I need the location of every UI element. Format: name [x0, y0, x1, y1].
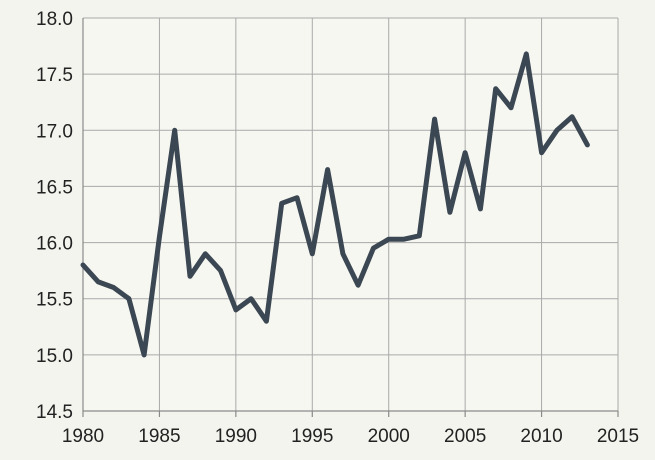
x-tick-label: 2000	[368, 426, 410, 447]
y-tick-label: 16.0	[36, 234, 73, 255]
y-tick-label: 17.0	[36, 121, 73, 142]
series	[80, 51, 590, 358]
x-tick-label: 1995	[291, 426, 333, 447]
x-tick-label: 2005	[444, 426, 486, 447]
y-tick-label: 17.5	[36, 65, 73, 86]
x-tick-label: 2010	[520, 426, 562, 447]
y-axis-tick-labels: 14.5 15.0 15.5 16.0 16.5 17.0 17.5 18.0	[36, 9, 73, 423]
x-tick-label: 1985	[138, 426, 180, 447]
x-axis-tick-labels: 1980 1985 1990 1995 2000 2005 2010 2015	[62, 426, 639, 447]
y-tick-label: 14.5	[36, 402, 73, 423]
y-tick-label: 15.5	[36, 290, 73, 311]
axes	[82, 18, 619, 417]
x-tick-label: 1990	[215, 426, 257, 447]
x-tick-label: 1980	[62, 426, 104, 447]
x-tick-label: 2015	[597, 426, 639, 447]
y-tick-label: 16.5	[36, 177, 73, 198]
series-line	[80, 51, 590, 358]
y-tick-label: 18.0	[36, 9, 73, 30]
y-tick-label: 15.0	[36, 346, 73, 367]
